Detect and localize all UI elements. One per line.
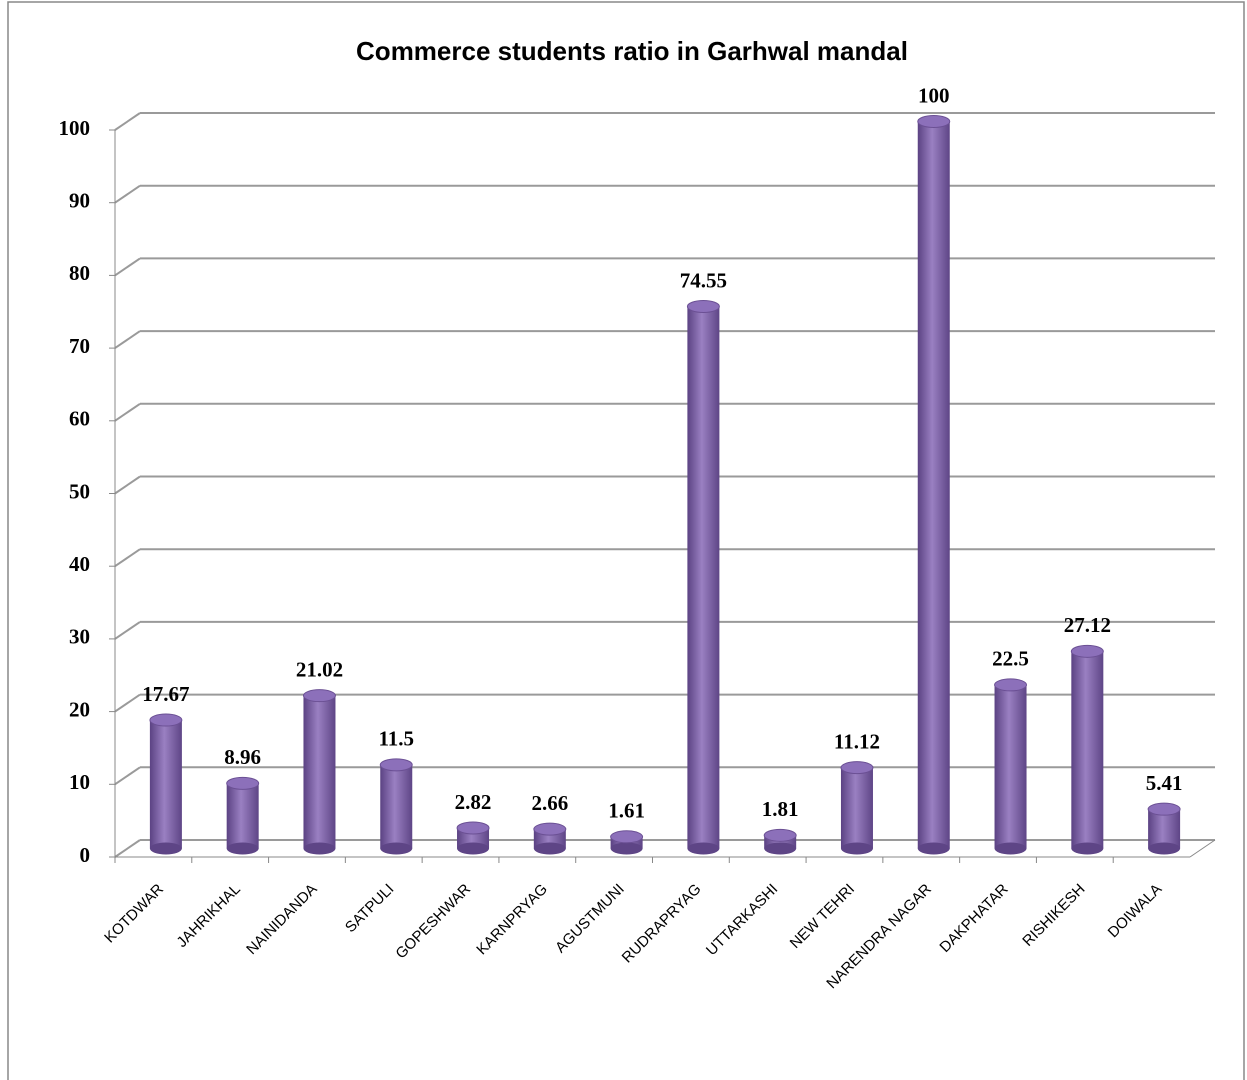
bar-base xyxy=(303,842,336,855)
bar-cap xyxy=(302,689,336,703)
bar-base xyxy=(610,842,643,855)
x-tick-label: RISHIKESH xyxy=(1019,881,1088,950)
x-tick-label: UTTARKASHI xyxy=(703,881,781,959)
bar-cap xyxy=(763,828,797,842)
grid-line-side xyxy=(114,693,141,713)
x-tick-label: SATPULI xyxy=(342,881,397,936)
value-label: 27.12 xyxy=(1064,613,1111,637)
grid-line-side xyxy=(114,184,141,204)
value-label: 11.5 xyxy=(378,727,414,751)
grid-line-side xyxy=(114,548,141,568)
value-label: 22.5 xyxy=(992,647,1029,671)
bar-cap xyxy=(226,776,260,790)
bar-cap xyxy=(379,758,413,772)
value-label: 1.81 xyxy=(762,797,799,821)
value-label: 11.12 xyxy=(834,729,880,753)
bar-base xyxy=(226,842,259,855)
value-label: 2.82 xyxy=(455,790,492,814)
grid-line-side xyxy=(114,257,141,277)
bar-base xyxy=(687,842,720,855)
grid-line-side xyxy=(114,621,141,640)
y-tick-label: 30 xyxy=(69,625,90,649)
bar xyxy=(840,767,873,849)
grid-line-side xyxy=(114,766,141,786)
bar xyxy=(1071,651,1104,849)
bar xyxy=(1148,809,1181,849)
x-tick-label: NEW TEHRI xyxy=(787,881,858,952)
bar xyxy=(687,306,720,849)
x-tick-label: DAKPHATAR xyxy=(936,881,1011,956)
bar xyxy=(994,684,1027,849)
x-tick-label: AGUSTMUNI xyxy=(552,881,628,957)
x-tick-label: NAINIDANDA xyxy=(243,881,320,958)
value-label: 1.61 xyxy=(608,799,645,823)
value-label: 17.67 xyxy=(142,682,189,706)
chart-title: Commerce students ratio in Garhwal manda… xyxy=(356,36,908,66)
bar-cap xyxy=(533,822,567,836)
value-label: 100 xyxy=(918,83,950,107)
bar-base xyxy=(840,842,873,855)
y-tick-label: 100 xyxy=(59,116,91,140)
y-tick-label: 90 xyxy=(69,189,90,213)
bar-base xyxy=(1148,842,1181,855)
bar-base xyxy=(533,842,566,855)
y-tick-label: 20 xyxy=(69,697,90,721)
bar xyxy=(149,720,182,849)
bar-base xyxy=(764,842,797,855)
floor-edge xyxy=(1189,839,1216,858)
grid-line-side xyxy=(114,402,141,422)
bar-base xyxy=(457,842,490,855)
bar-cap xyxy=(149,713,183,727)
x-tick-label: GOPESHWAR xyxy=(392,880,474,962)
x-tick-label: DOIWALA xyxy=(1105,881,1166,942)
bar-base xyxy=(1071,842,1104,855)
bar-cap xyxy=(840,761,874,775)
bar-base xyxy=(380,842,413,855)
bar xyxy=(380,764,413,849)
bar-cap xyxy=(1147,802,1181,816)
y-tick-label: 50 xyxy=(69,479,90,503)
value-label: 8.96 xyxy=(224,745,261,769)
bar-base xyxy=(917,842,950,855)
y-tick-label: 0 xyxy=(80,843,91,867)
grid-line-side xyxy=(114,112,141,131)
bar-base xyxy=(994,842,1027,855)
bar xyxy=(226,783,259,849)
grid-line-side xyxy=(114,330,141,349)
x-tick-label: KARNPRYAG xyxy=(473,881,551,959)
y-tick-label: 40 xyxy=(69,552,90,576)
bar-base xyxy=(149,842,182,855)
bar-cap xyxy=(456,821,490,835)
value-label: 2.66 xyxy=(531,791,568,815)
x-tick-label: KOTDWAR xyxy=(101,880,167,946)
value-label: 5.41 xyxy=(1146,771,1183,795)
y-tick-label: 60 xyxy=(69,407,90,431)
bar-cap xyxy=(610,830,644,844)
grid-line-side xyxy=(114,839,141,858)
bar-cap xyxy=(1070,644,1104,658)
bar-cap xyxy=(994,678,1028,692)
x-tick-label: JAHRIKHAL xyxy=(173,881,243,951)
y-tick-label: 10 xyxy=(69,770,90,794)
value-label: 21.02 xyxy=(296,657,343,681)
x-tick-label: RUDRAPRYAG xyxy=(619,881,705,967)
value-label: 74.55 xyxy=(680,268,727,292)
y-tick-label: 70 xyxy=(69,334,90,358)
bar-cap xyxy=(917,115,951,128)
chart-border xyxy=(7,1,1245,1080)
grid-line-side xyxy=(114,475,141,495)
bar xyxy=(917,121,950,849)
y-tick-label: 80 xyxy=(69,261,90,285)
bar xyxy=(303,695,336,849)
bar-cap xyxy=(686,300,720,314)
